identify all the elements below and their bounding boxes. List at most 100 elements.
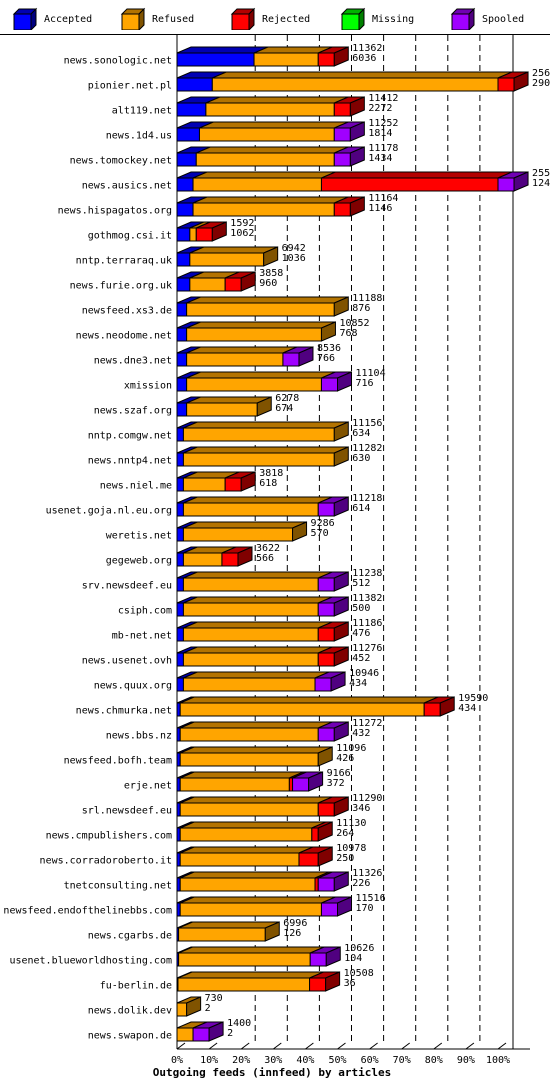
row-label: newsfeed.bofh.team [64, 756, 172, 767]
value-accepted: 566 [256, 553, 274, 564]
value-offered: 11290 [352, 793, 382, 804]
x-tick [401, 1042, 411, 1050]
x-tick [369, 1042, 378, 1050]
value-offered: 11252 [368, 118, 398, 129]
value-offered: 11104 [356, 368, 386, 379]
bar-segment-refused [186, 296, 349, 317]
bar-segment-spooled [317, 596, 349, 617]
value-offered: 6942 [282, 243, 306, 254]
value-accepted: 960 [259, 278, 277, 289]
value-accepted: 2272 [368, 103, 392, 114]
bar-segment-refused [182, 471, 240, 492]
bar-end-face [333, 621, 349, 642]
row-label: nntp.comgw.net [88, 431, 172, 442]
legend: Accepted Refused Rejected Missing Spooled [0, 0, 550, 35]
bar-segment-refused [192, 171, 336, 192]
value-accepted: 432 [352, 728, 370, 739]
bar-segment-refused [182, 546, 237, 567]
bar-segment-spooled [282, 346, 314, 367]
legend-swatch [340, 7, 366, 30]
x-tick [337, 1042, 346, 1050]
value-accepted: 36 [344, 978, 356, 989]
legend-swatch [230, 7, 256, 30]
row-label: weretis.net [106, 531, 172, 542]
bar-end-face [349, 96, 365, 117]
value-offered: 10508 [344, 968, 374, 979]
value-offered: 11516 [356, 893, 386, 904]
x-tick-label: 60% [361, 1055, 379, 1066]
value-accepted: 1240 [532, 178, 550, 189]
bar-segment-refused [182, 646, 333, 667]
bar-segment-refused [182, 571, 333, 592]
bar-segment-refused [178, 946, 325, 967]
value-accepted: 2 [227, 1028, 233, 1039]
x-tick-label: 90% [457, 1055, 475, 1066]
bar-end-face [333, 46, 349, 67]
value-offered: 9286 [311, 518, 335, 529]
bar-segment-accepted [176, 596, 198, 617]
row-label: newsfeed.endofthelinebbs.com [3, 906, 172, 917]
bar-segment-refused [179, 896, 336, 917]
bar-end-face [349, 121, 365, 142]
row-label: news.cmpublishers.com [46, 831, 172, 842]
bar-end-face [333, 646, 349, 667]
bar-end-face [317, 746, 333, 767]
legend-item-spooled: Spooled [450, 6, 550, 30]
row-label: gothmog.csi.it [88, 231, 172, 242]
bar-segment-refused [178, 921, 280, 942]
value-accepted: 618 [259, 478, 277, 489]
value-accepted: 104 [344, 953, 362, 964]
row-label: news.sonologic.net [64, 56, 172, 67]
value-accepted: 264 [336, 828, 354, 839]
bar-row: news.ausics.net 255981240 [82, 168, 550, 192]
bar-segment-refused [192, 196, 349, 217]
row-label: newsfeed.xs3.de [82, 306, 172, 317]
bar-end-face [333, 421, 349, 442]
bar-end-face [333, 721, 349, 742]
value-offered: 11362 [352, 43, 382, 54]
bar-end-face [325, 946, 341, 967]
value-offered: 10852 [339, 318, 369, 329]
row-label: usenet.goja.nl.eu.org [46, 506, 172, 517]
legend-swatch [120, 7, 146, 30]
bar-segment-refused [179, 696, 439, 717]
bar-end-face [292, 521, 308, 542]
x-tick-label: 10% [200, 1055, 218, 1066]
bar-end-face [333, 446, 349, 467]
bar-segment-refused [253, 46, 333, 67]
x-tick-label: 0% [171, 1055, 183, 1066]
bar-segment-rejected [333, 196, 365, 217]
value-accepted: 6036 [352, 53, 376, 64]
value-offered: 25604 [532, 68, 550, 79]
bar-row: pionier.net.pl 256042904 [88, 68, 550, 92]
bar-segment-refused [186, 371, 336, 392]
value-accepted: 452 [352, 653, 370, 664]
row-label: news.ausics.net [82, 181, 172, 192]
bar-segment-refused [189, 246, 278, 267]
bar-segment-rejected [221, 546, 253, 567]
value-accepted: 500 [352, 603, 370, 614]
bar-segment-refused [182, 521, 307, 542]
bar-segment-refused [177, 971, 324, 992]
value-offered: 11326 [352, 868, 382, 879]
bar-end-face [337, 371, 352, 392]
row-label: news.chmurka.net [76, 706, 172, 717]
value-offered: 11164 [368, 193, 398, 204]
bar-end-face [333, 496, 349, 517]
value-accepted: 1062 [230, 228, 254, 239]
bar-end-face [513, 171, 529, 192]
bar-segment-accepted [176, 71, 227, 92]
